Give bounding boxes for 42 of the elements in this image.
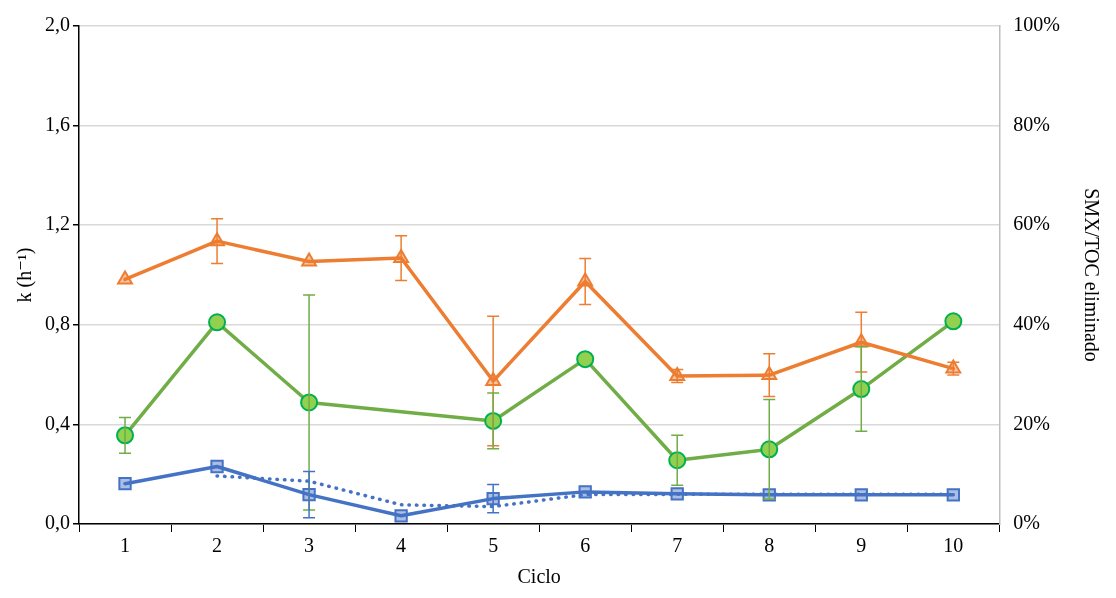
y2-tick-label: 40% xyxy=(1013,312,1051,335)
y2-tick-label: 60% xyxy=(1013,212,1051,235)
x-tick-label: 6 xyxy=(580,534,591,557)
x-tick-label: 4 xyxy=(396,534,407,557)
y-tick-label: 0,4 xyxy=(45,411,70,434)
x-tick-label: 1 xyxy=(120,534,131,557)
point xyxy=(578,485,592,499)
point xyxy=(944,312,963,331)
point xyxy=(946,488,960,502)
y-tick-label: 0,8 xyxy=(45,312,70,335)
point xyxy=(117,270,133,285)
y-tick-label: 1,2 xyxy=(45,212,70,235)
y-axis-title: k (h⁻¹) xyxy=(13,247,37,303)
point xyxy=(760,440,779,459)
point xyxy=(118,477,132,491)
point xyxy=(486,491,500,506)
x-tick-label: 9 xyxy=(856,534,867,557)
point xyxy=(210,459,224,474)
y-tick-label: 2,0 xyxy=(45,13,70,36)
y2-tick-label: 0% xyxy=(1013,511,1041,534)
y2-tick-label: 80% xyxy=(1013,112,1051,135)
y2-axis-title: SMX/TOC eliminado xyxy=(1080,188,1103,362)
point xyxy=(301,252,318,267)
point xyxy=(761,366,778,381)
point xyxy=(670,487,684,501)
x-tick-label: 5 xyxy=(488,534,499,557)
point xyxy=(208,313,227,332)
x-tick-label: 8 xyxy=(764,534,775,557)
point xyxy=(302,487,316,502)
y-tick-label: 0,0 xyxy=(45,511,70,534)
y2-tick-label: 100% xyxy=(1013,13,1061,36)
x-tick-label: 2 xyxy=(212,534,223,557)
y2-tick-label: 20% xyxy=(1013,411,1051,434)
x-tick-label: 3 xyxy=(304,534,315,557)
point xyxy=(852,380,871,399)
y-tick-label: 1,6 xyxy=(45,112,70,135)
point xyxy=(576,350,595,369)
x-tick-label: 10 xyxy=(943,534,964,557)
point xyxy=(394,509,408,523)
x-tick-label: 7 xyxy=(672,534,683,557)
x-axis-title: Ciclo xyxy=(517,565,561,588)
point xyxy=(854,488,868,502)
